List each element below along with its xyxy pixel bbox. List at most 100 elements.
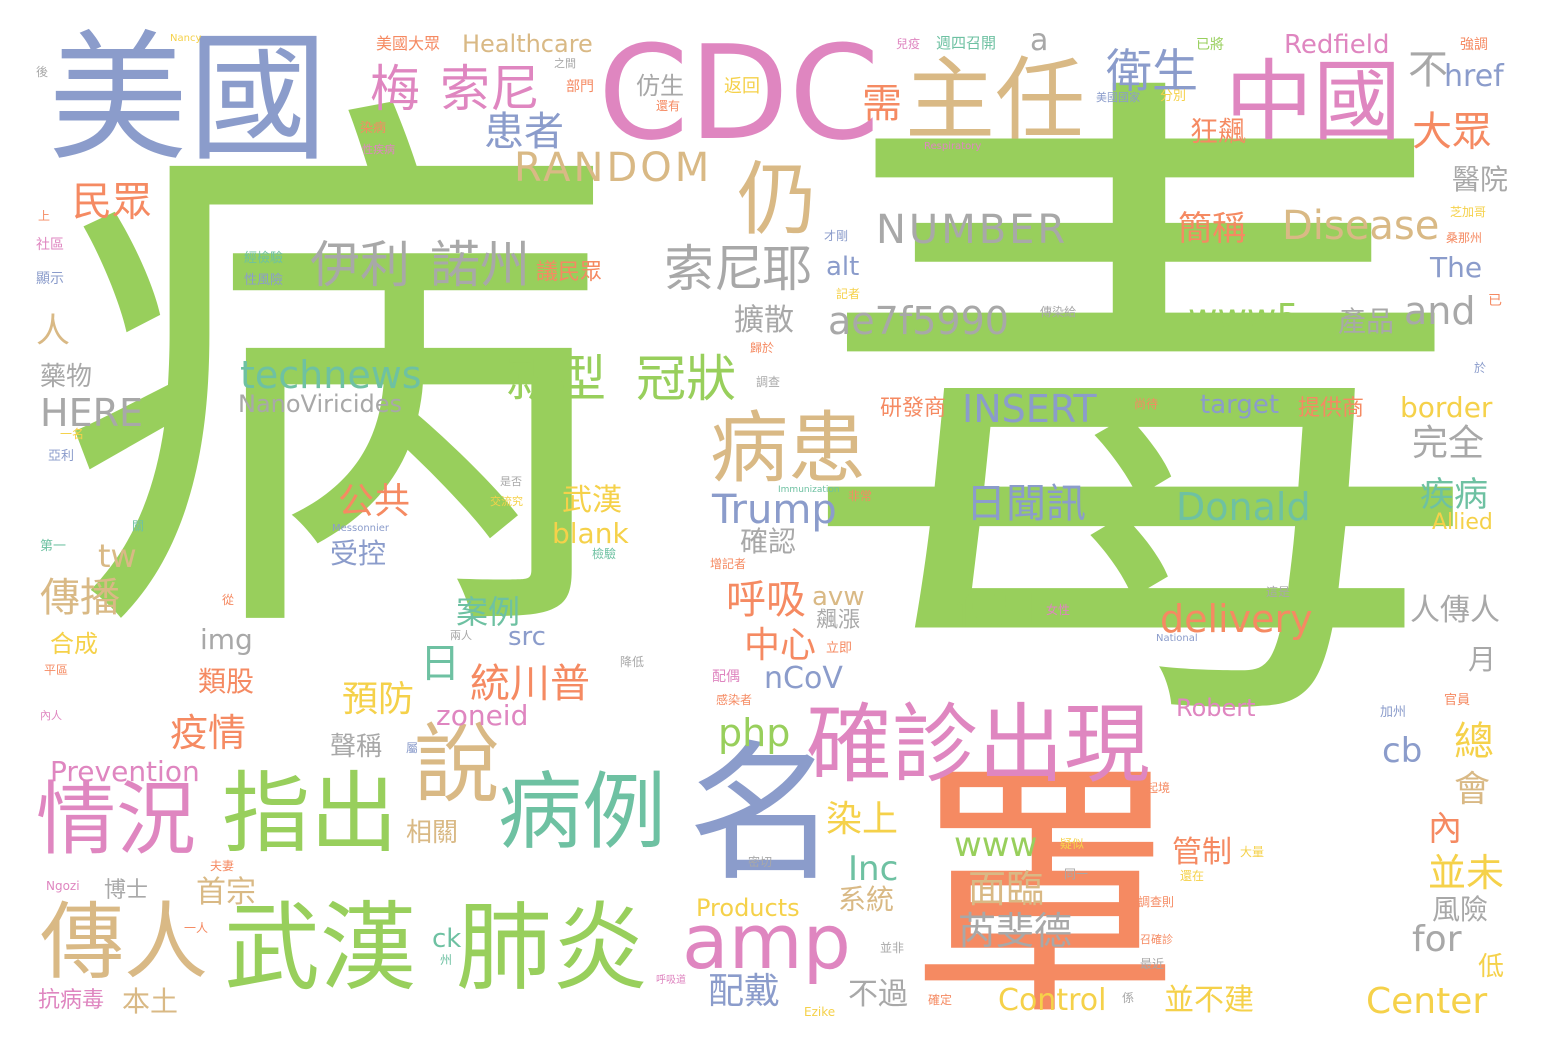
cloud-word: 相關 [406, 818, 459, 848]
cloud-word: 第一 [40, 539, 67, 554]
cloud-word: 起境 [1146, 781, 1171, 795]
cloud-word: 之間 [554, 57, 576, 70]
cloud-word: 名 [688, 728, 839, 902]
cloud-word: Control [998, 983, 1107, 1018]
cloud-word: 提供商 [1298, 396, 1365, 421]
cloud-word: 使用 [956, 587, 1036, 633]
cloud-word: 疑似 [1060, 837, 1085, 851]
cloud-word: 同一 [1064, 867, 1089, 881]
cloud-word: 梅 [370, 60, 420, 118]
cloud-word: 聲稱 [330, 732, 383, 762]
cloud-word: 還有 [656, 99, 681, 113]
cloud-word: 索尼 [664, 240, 764, 298]
cloud-word: 最近 [1140, 957, 1165, 971]
cloud-word: 簡稱 [1178, 209, 1246, 249]
cloud-word: 醫院 [1452, 163, 1509, 196]
cloud-word: Disease [1282, 203, 1440, 249]
cloud-word: 說 [414, 715, 500, 815]
cloud-word: 索尼 [440, 60, 540, 118]
cloud-word: 博士 [104, 878, 149, 903]
cloud-word: 夫妻 [210, 859, 235, 873]
cloud-word: 需 [862, 81, 902, 127]
cloud-word: 染病 [360, 121, 387, 136]
cloud-word: 藥物 [40, 362, 93, 392]
cloud-word: 立即 [826, 641, 853, 656]
cloud-word: 罩 [910, 737, 1180, 1052]
cloud-word: 非常 [848, 489, 873, 503]
cloud-word: Immunization [778, 485, 840, 495]
cloud-word: HERE [40, 391, 143, 435]
cloud-word: 屬 [406, 741, 419, 755]
cloud-word: 一人 [184, 921, 209, 935]
cloud-word: 傳染給 [1040, 305, 1077, 319]
cloud-word: 中國 [1225, 50, 1402, 153]
cloud-word: 肺炎 [456, 892, 648, 1004]
cloud-word: Healthcare [462, 30, 593, 58]
cloud-word: 已將 [1196, 37, 1224, 53]
cloud-word: 感染者 [716, 693, 753, 707]
cloud-word: 諾州 [430, 236, 530, 294]
cloud-word: 疫情 [170, 711, 247, 755]
cloud-word: 完全 [1412, 423, 1485, 464]
cloud-word: 桑那州 [1446, 231, 1483, 245]
cloud-word: 衛生 [1106, 44, 1198, 98]
cloud-word: 官員 [1444, 693, 1471, 708]
cloud-word: 呼吸 [726, 577, 806, 623]
cloud-word: 人傳人 [1410, 593, 1500, 628]
cloud-word: 兩人 [450, 629, 472, 642]
cloud-word: 主任 [905, 48, 1085, 153]
cloud-word: 密切 [748, 855, 773, 869]
cloud-word: 情況 [36, 773, 196, 866]
cloud-word: 患者 [484, 109, 564, 155]
cloud-word: 耶 [762, 240, 812, 298]
cloud-word: avw [812, 582, 865, 612]
cloud-word: 內人 [40, 709, 62, 722]
cloud-word: www [954, 825, 1038, 865]
cloud-word: 調查 [756, 375, 781, 389]
cloud-word: 抗病毒 [38, 988, 105, 1013]
cloud-word: 擴散 [734, 303, 794, 338]
cloud-word: 民眾 [72, 179, 152, 225]
cloud-word: ae7f5990 [828, 299, 1009, 343]
cloud-word: 記者 [836, 287, 861, 301]
cloud-word: 部門 [566, 79, 594, 95]
cloud-word: 人 [36, 311, 70, 351]
cloud-word: 病 [56, 54, 616, 706]
cloud-word: 從 [222, 593, 235, 607]
cloud-word: 這是 [1266, 585, 1291, 599]
cloud-word: 病例 [498, 763, 667, 861]
cloud-word: 會 [1454, 769, 1491, 810]
cloud-word: 不 [1408, 47, 1448, 93]
cloud-word: 一名 [60, 427, 85, 441]
cloud-word: Products [696, 894, 800, 922]
cloud-word: 是否 [500, 475, 522, 488]
cloud-word: Center [1366, 981, 1488, 1022]
cloud-word: php [718, 711, 791, 755]
cloud-word: 係 [1122, 991, 1135, 1005]
cloud-word: 疾病 [1420, 475, 1488, 515]
cloud-word: Trump [712, 487, 837, 533]
cloud-word: 系統 [838, 883, 895, 916]
cloud-word: delivery [1160, 597, 1313, 641]
cloud-word: 毒 [800, 24, 1480, 815]
cloud-word: 平區 [44, 663, 69, 677]
cloud-word: 仿生 [636, 72, 684, 100]
cloud-word: 降低 [620, 655, 645, 669]
cloud-word: 伊利 [310, 236, 410, 294]
cloud-word: Redfield [1284, 30, 1390, 60]
cloud-word: 大眾 [1412, 109, 1492, 155]
cloud-word: 傳播 [40, 575, 120, 621]
cloud-word: 分別 [1160, 89, 1187, 104]
cloud-word: 傳人 [40, 893, 209, 991]
cloud-word: zoneid [436, 699, 529, 732]
cloud-word: 召確診 [1140, 933, 1173, 946]
cloud-word: 武漢 [224, 892, 416, 1004]
cloud-word: 美國 [48, 18, 329, 181]
cloud-word: 後 [36, 65, 49, 79]
cloud-word: 才剛 [824, 229, 849, 243]
cloud-word: 本土 [122, 985, 179, 1018]
cloud-word: 並非 [880, 941, 905, 955]
cloud-word: 合成 [50, 630, 98, 658]
cloud-word: 月 [1468, 643, 1497, 676]
